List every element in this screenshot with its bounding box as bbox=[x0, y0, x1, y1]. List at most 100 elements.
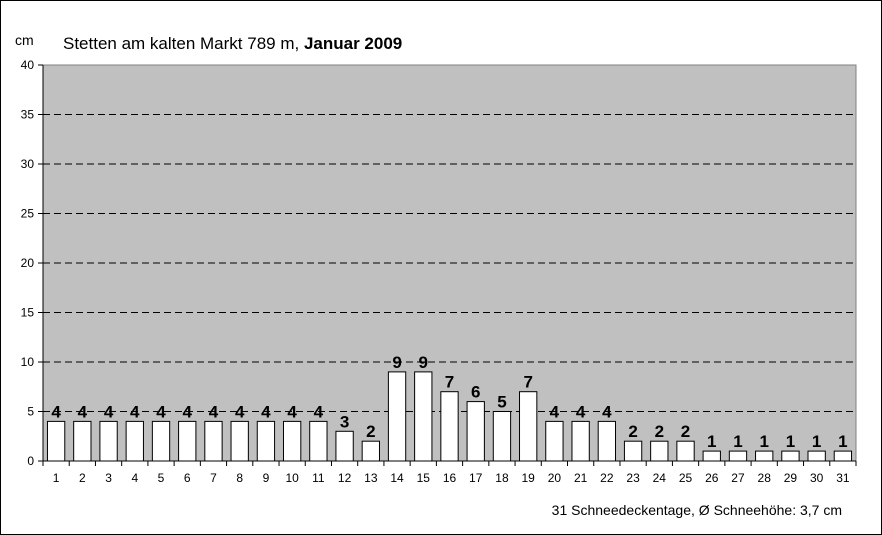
y-tick-label: 15 bbox=[21, 306, 35, 320]
x-tick-label: 18 bbox=[495, 471, 509, 485]
data-label-day-8: 4 bbox=[235, 402, 245, 421]
data-label-day-16: 7 bbox=[445, 373, 454, 392]
bar-day-17 bbox=[466, 401, 485, 462]
y-axis-ticks: 0 5 10 15 20 25 30 35 40 bbox=[21, 58, 43, 468]
data-label-day-24: 2 bbox=[655, 422, 664, 441]
x-tick-label: 23 bbox=[626, 471, 640, 485]
data-label-day-22: 4 bbox=[602, 402, 612, 421]
bar-day-26 bbox=[702, 450, 721, 462]
data-label-day-2: 4 bbox=[78, 402, 88, 421]
bar-day-2 bbox=[73, 420, 92, 462]
x-tick-label: 14 bbox=[390, 471, 404, 485]
bar-day-21 bbox=[571, 420, 590, 462]
data-label-day-23: 2 bbox=[628, 422, 637, 441]
bar-day-16 bbox=[440, 391, 459, 462]
bar-day-25 bbox=[676, 440, 695, 462]
bar-day-14 bbox=[387, 371, 407, 462]
data-label-day-30: 1 bbox=[812, 432, 821, 451]
bar-day-30 bbox=[807, 450, 826, 462]
x-tick-label: 9 bbox=[263, 471, 270, 485]
x-tick-label: 13 bbox=[364, 471, 378, 485]
chart-title-month: Januar 2009 bbox=[304, 34, 402, 53]
data-label-day-14: 9 bbox=[392, 353, 401, 372]
x-tick-label: 24 bbox=[653, 471, 667, 485]
x-tick-label: 11 bbox=[312, 471, 325, 485]
bar-day-11 bbox=[309, 420, 328, 462]
bar-day-12 bbox=[335, 430, 354, 462]
data-label-day-1: 4 bbox=[51, 402, 61, 421]
bar-day-4 bbox=[125, 420, 144, 462]
x-tick-label: 17 bbox=[469, 471, 483, 485]
bar-day-31 bbox=[833, 450, 853, 462]
data-label-day-12: 3 bbox=[340, 412, 349, 431]
x-tick-label: 2 bbox=[79, 471, 86, 485]
data-label-day-9: 4 bbox=[261, 402, 271, 421]
bar-day-6 bbox=[178, 420, 197, 462]
bar-day-5 bbox=[151, 420, 171, 462]
gridlines bbox=[43, 114, 856, 412]
x-tick-label: 26 bbox=[705, 471, 719, 485]
bar-day-28 bbox=[755, 450, 774, 462]
data-label-day-25: 2 bbox=[681, 422, 690, 441]
bar-day-3 bbox=[99, 420, 118, 462]
y-axis-unit-label: cm bbox=[15, 32, 34, 48]
y-tick-label: 30 bbox=[21, 157, 35, 171]
y-tick-label: 40 bbox=[21, 58, 35, 72]
bar-day-20 bbox=[545, 420, 564, 462]
y-tick-label: 35 bbox=[21, 108, 35, 122]
data-label-day-28: 1 bbox=[759, 432, 768, 451]
data-label-day-31: 1 bbox=[838, 432, 847, 451]
bar-day-23 bbox=[623, 440, 643, 462]
data-label-day-10: 4 bbox=[287, 402, 297, 421]
x-tick-label: 28 bbox=[758, 471, 772, 485]
data-label-day-5: 4 bbox=[156, 402, 166, 421]
bar-day-1 bbox=[46, 420, 66, 462]
bar-day-8 bbox=[230, 420, 249, 462]
x-tick-label: 19 bbox=[521, 471, 535, 485]
x-tick-label: 31 bbox=[836, 471, 850, 485]
data-label-day-4: 4 bbox=[130, 402, 140, 421]
data-label-day-7: 4 bbox=[209, 402, 219, 421]
data-label-day-6: 4 bbox=[183, 402, 193, 421]
x-tick-label: 21 bbox=[574, 471, 588, 485]
x-tick-label: 3 bbox=[105, 471, 112, 485]
x-tick-label: 10 bbox=[285, 471, 299, 485]
data-label-day-3: 4 bbox=[104, 402, 114, 421]
x-tick-label: 6 bbox=[184, 471, 191, 485]
x-tick-label: 16 bbox=[443, 471, 457, 485]
bar-day-7 bbox=[204, 420, 223, 462]
x-tick-label: 22 bbox=[600, 471, 614, 485]
x-tick-label: 15 bbox=[417, 471, 431, 485]
bar-day-27 bbox=[728, 450, 748, 462]
y-tick-label: 25 bbox=[21, 207, 35, 221]
x-tick-label: 27 bbox=[731, 471, 745, 485]
bar-day-29 bbox=[781, 450, 800, 462]
data-label-day-26: 1 bbox=[707, 432, 716, 451]
bar-day-10 bbox=[282, 420, 302, 462]
bar-day-24 bbox=[650, 440, 669, 462]
x-tick-label: 29 bbox=[784, 471, 798, 485]
x-tick-label: 4 bbox=[131, 471, 138, 485]
chart-title-station: Stetten am kalten Markt 789 m, bbox=[63, 34, 304, 53]
data-label-day-15: 9 bbox=[419, 353, 428, 372]
data-label-day-29: 1 bbox=[786, 432, 795, 451]
x-axis-ticks: 1 2 3 4 5 6 7 8 9 10 11 12 13 14 15 16 17 18 19 20 21 22 23 24 2… bbox=[42, 461, 857, 485]
x-tick-label: 7 bbox=[210, 471, 217, 485]
x-tick-label: 25 bbox=[679, 471, 693, 485]
bar-day-9 bbox=[256, 420, 276, 462]
data-label-day-11: 4 bbox=[314, 402, 324, 421]
x-tick-label: 20 bbox=[548, 471, 562, 485]
x-tick-label: 8 bbox=[236, 471, 243, 485]
bar-day-13 bbox=[361, 440, 380, 462]
data-label-day-17: 6 bbox=[471, 383, 480, 402]
data-label-day-27: 1 bbox=[733, 432, 742, 451]
y-tick-label: 10 bbox=[21, 355, 35, 369]
data-label-day-19: 7 bbox=[523, 373, 532, 392]
x-tick-label: 5 bbox=[158, 471, 165, 485]
bar-day-19 bbox=[519, 391, 538, 462]
chart-title: Stetten am kalten Markt 789 m, Januar 20… bbox=[63, 34, 402, 53]
x-tick-label: 30 bbox=[810, 471, 824, 485]
